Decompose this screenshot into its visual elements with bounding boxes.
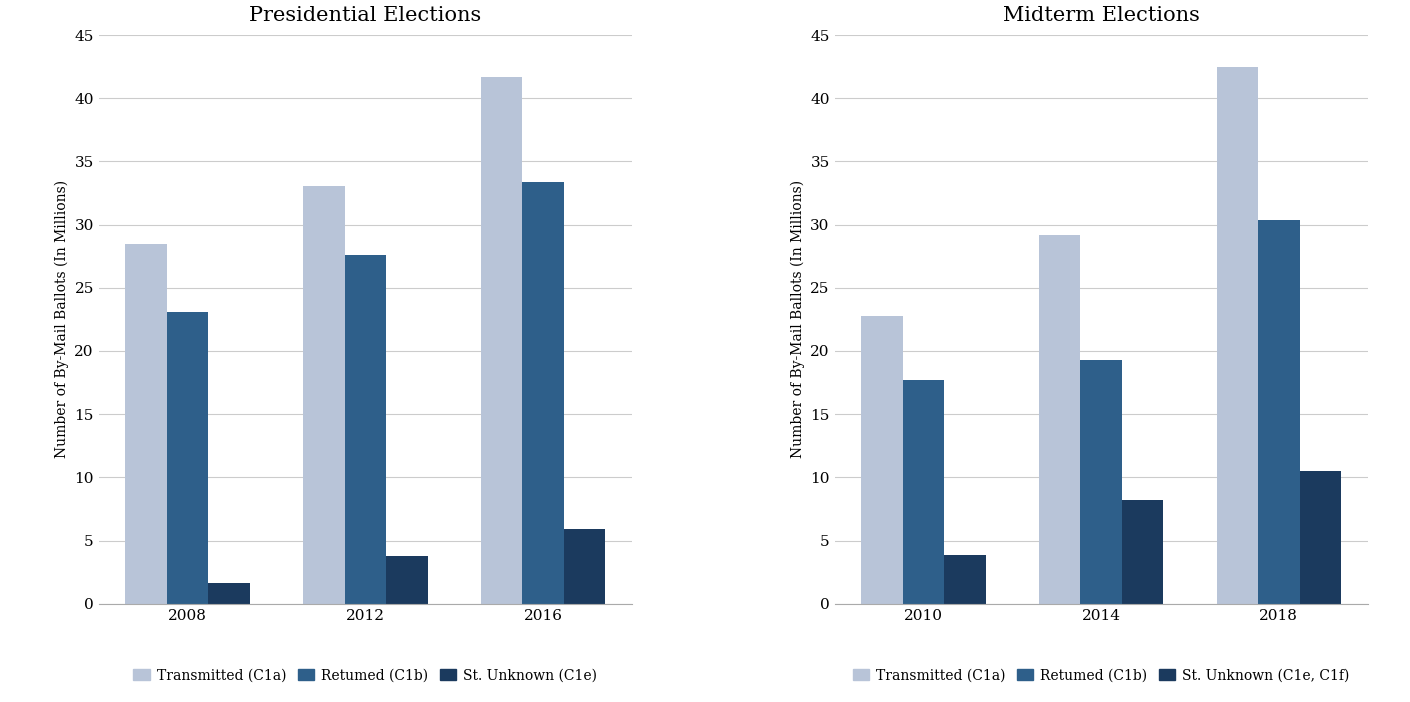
Y-axis label: Number of By-Mail Ballots (In Millions): Number of By-Mail Ballots (In Millions) xyxy=(790,180,805,458)
Legend: Transmitted (C1a), Retumed (C1b), St. Unknown (C1e, C1f): Transmitted (C1a), Retumed (C1b), St. Un… xyxy=(847,663,1355,688)
Title: Presidential Elections: Presidential Elections xyxy=(250,6,481,25)
Bar xyxy=(1258,220,1300,604)
Bar xyxy=(522,182,564,604)
Bar xyxy=(902,380,945,604)
Title: Midterm Elections: Midterm Elections xyxy=(1003,6,1200,25)
Bar xyxy=(481,77,522,604)
Bar xyxy=(125,244,166,604)
Bar xyxy=(303,186,344,604)
Bar xyxy=(1039,234,1080,604)
Bar xyxy=(386,556,427,604)
Bar xyxy=(1122,501,1163,604)
Bar xyxy=(166,312,209,604)
Bar xyxy=(862,316,902,604)
Bar xyxy=(1217,67,1258,604)
Bar xyxy=(564,529,605,604)
Y-axis label: Number of By-Mail Ballots (In Millions): Number of By-Mail Ballots (In Millions) xyxy=(55,180,69,458)
Bar xyxy=(1080,359,1122,604)
Bar xyxy=(344,255,386,604)
Bar xyxy=(209,583,250,604)
Bar xyxy=(1300,471,1341,604)
Legend: Transmitted (C1a), Retumed (C1b), St. Unknown (C1e): Transmitted (C1a), Retumed (C1b), St. Un… xyxy=(128,663,602,688)
Bar xyxy=(945,555,986,604)
